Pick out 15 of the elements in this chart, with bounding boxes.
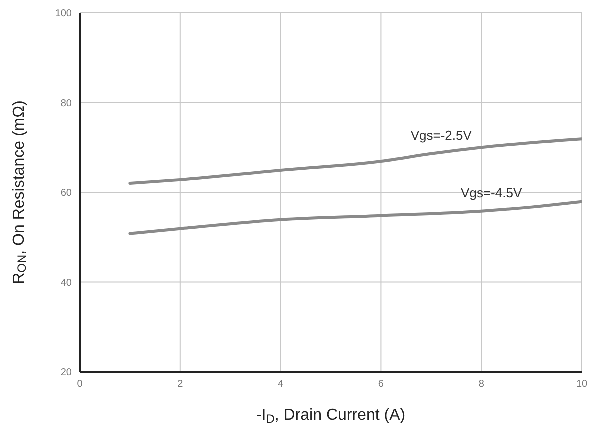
y-tick-label: 100	[55, 8, 72, 20]
line-series	[128, 200, 582, 236]
x-axis-title: -I$_{D}$, Drain Current (A)	[256, 407, 406, 426]
series-label: Vgs=-2.5V	[410, 128, 472, 143]
x-tick-label: 6	[378, 379, 384, 390]
y-tick-label: 20	[60, 368, 72, 379]
x-tick-label: 8	[478, 379, 485, 390]
x-tick-label: 4	[278, 379, 284, 390]
y-tick-label: 40	[60, 278, 72, 289]
y-tick-label: 60	[60, 188, 72, 200]
series-label: Vgs=-4.5V	[461, 185, 522, 200]
x-tick-label: 0	[77, 379, 84, 390]
x-tick-label: 10	[576, 379, 588, 390]
x-tick-label: 2	[178, 379, 184, 390]
y-tick-label: 80	[60, 98, 72, 110]
